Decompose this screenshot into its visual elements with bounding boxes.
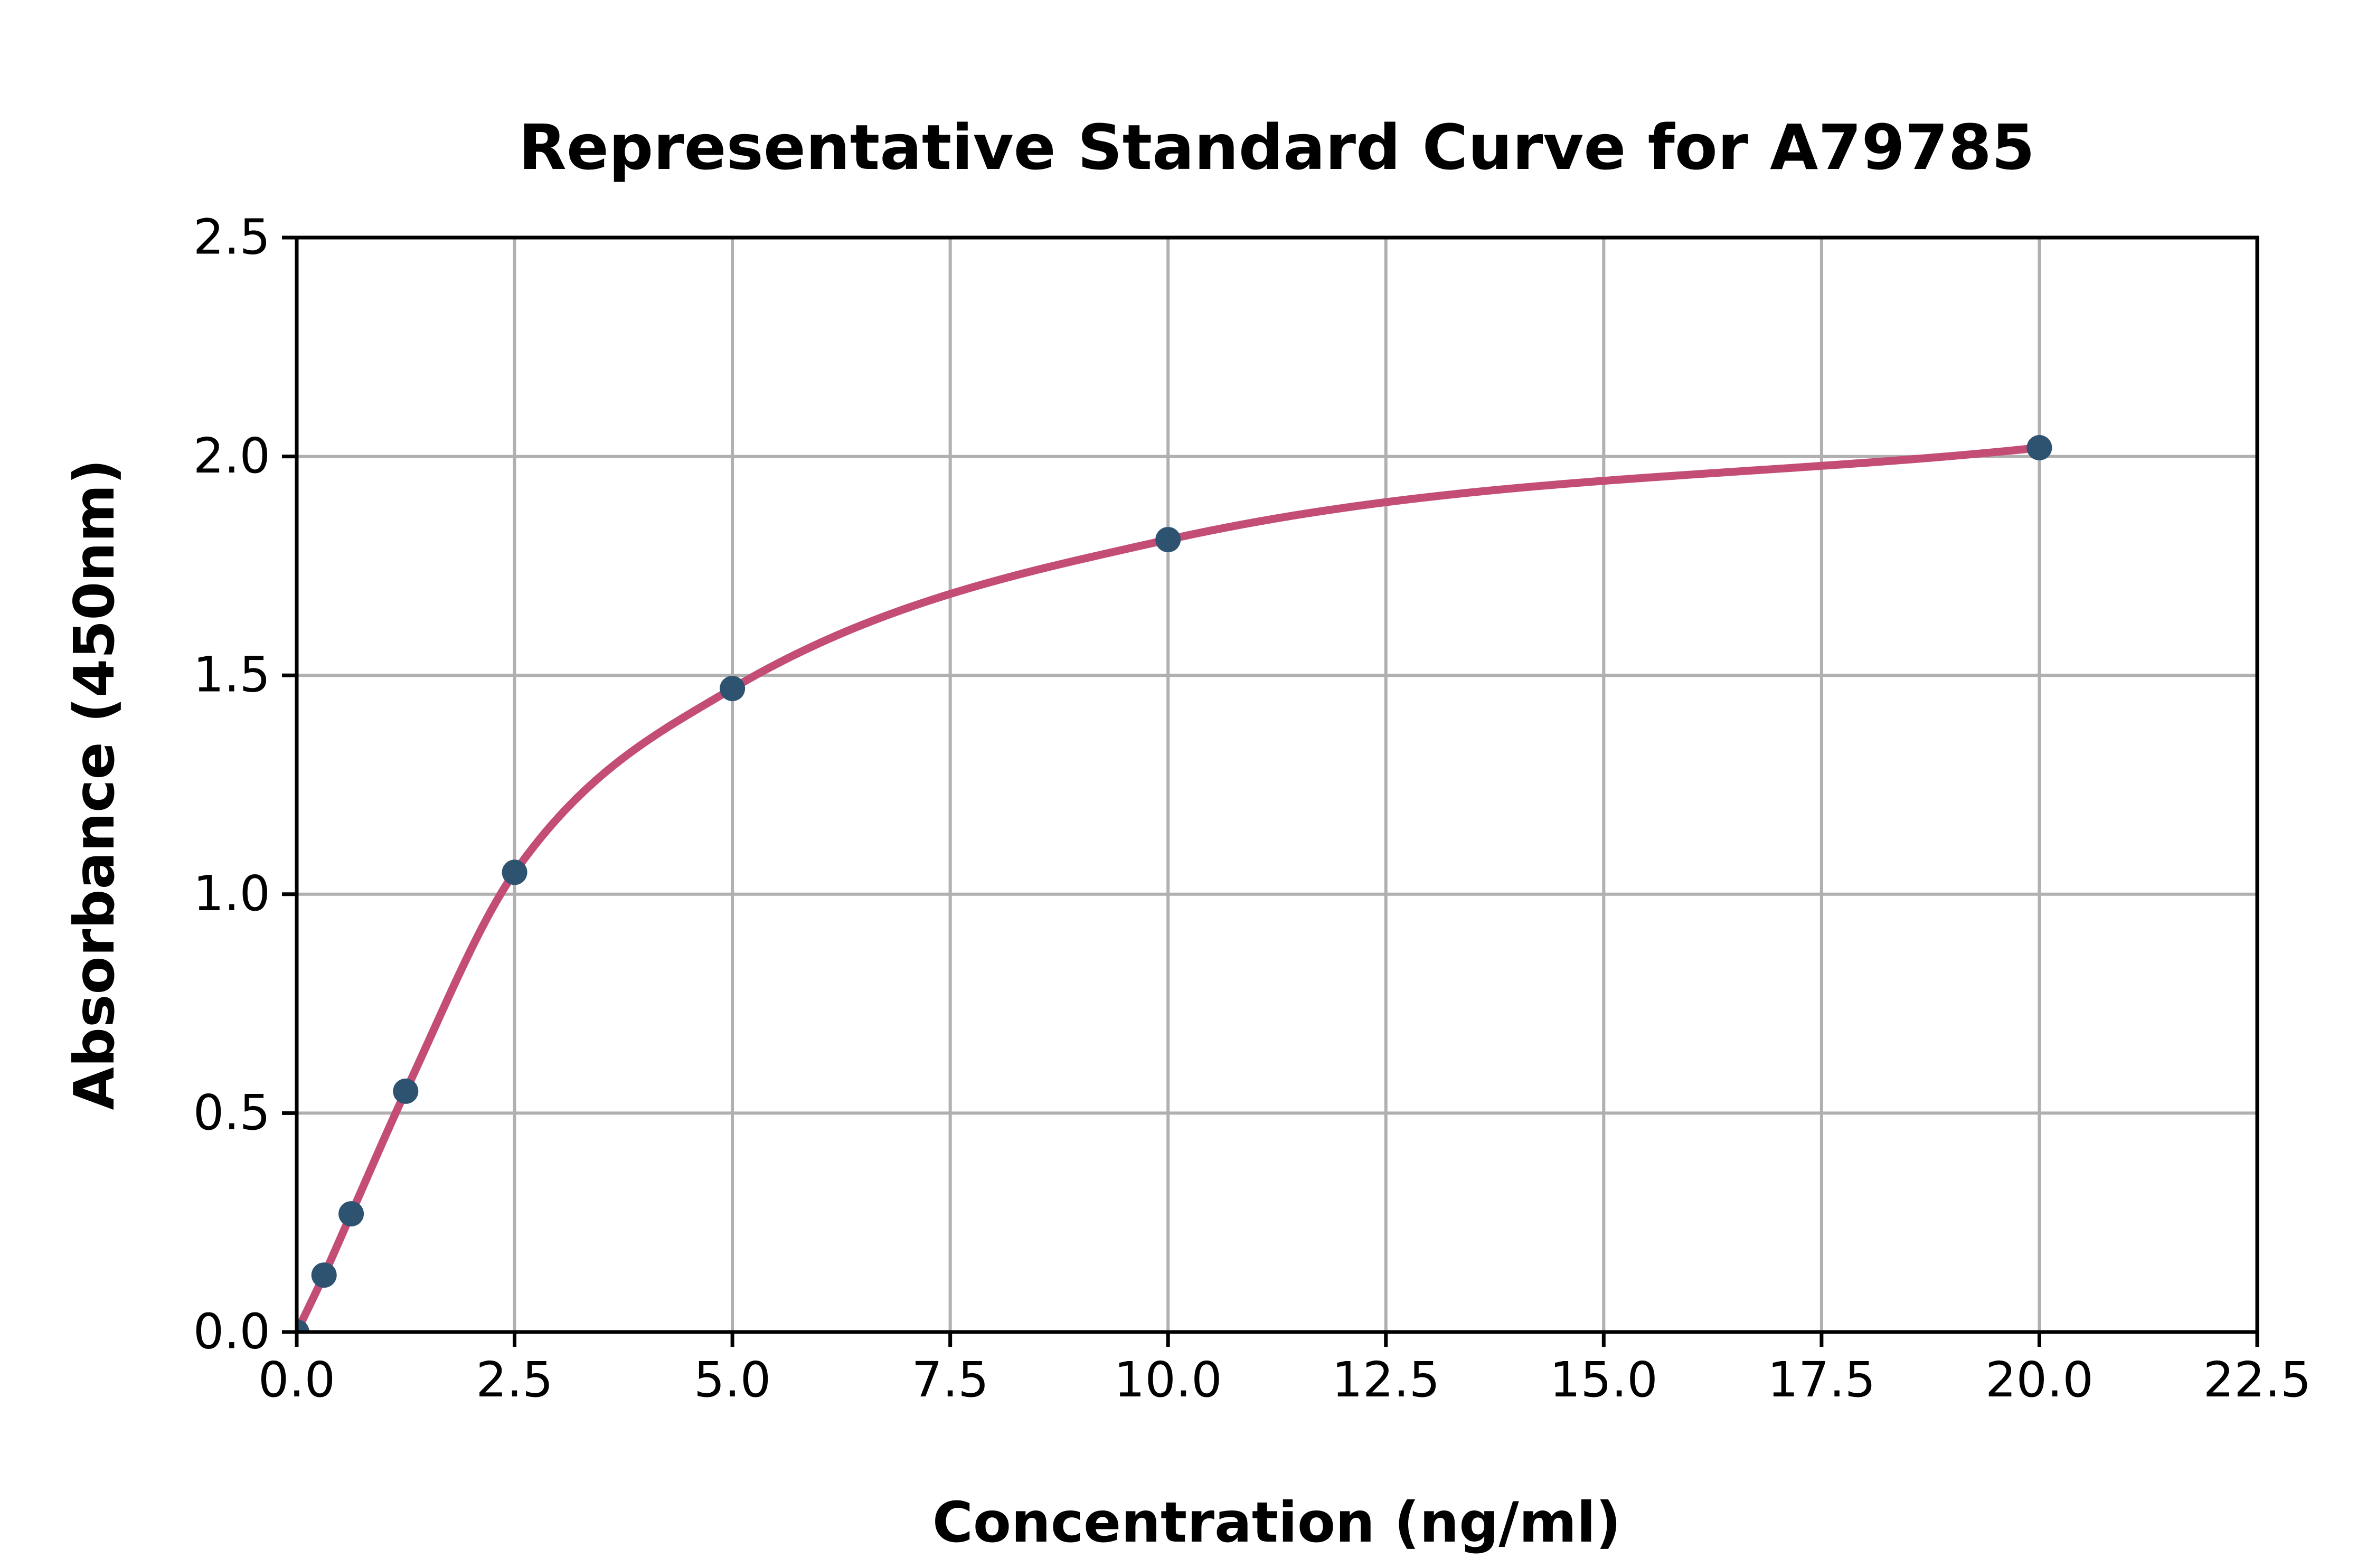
- plot-frame: [295, 235, 2259, 1334]
- data-point-marker: [297, 1319, 309, 1332]
- data-point-marker: [393, 1078, 419, 1104]
- data-point-marker: [311, 1262, 337, 1288]
- x-tick-label: 10.0: [1114, 1352, 1222, 1408]
- y-axis-label: Absorbance (450nm): [62, 459, 127, 1110]
- data-point-marker: [338, 1201, 364, 1227]
- y-tick-label: 0.5: [193, 1084, 270, 1141]
- data-point-marker: [1155, 527, 1181, 553]
- y-tick-label: 2.5: [193, 209, 270, 265]
- axes-frame: [295, 235, 2259, 1334]
- tick-marks: [282, 235, 2259, 1347]
- y-tick-label: 1.0: [193, 865, 270, 922]
- chart-title: Representative Standard Curve for A79785: [518, 111, 2035, 184]
- x-axis-label: Concentration (ng/ml): [932, 1490, 1621, 1555]
- x-tick-label: 22.5: [2203, 1352, 2312, 1408]
- x-tick-label: 15.0: [1550, 1352, 1658, 1408]
- x-tick-label: 12.5: [1332, 1352, 1440, 1408]
- data-point-marker: [502, 859, 527, 885]
- x-tick-label: 0.0: [258, 1352, 335, 1408]
- x-tick-label: 20.0: [1985, 1352, 2094, 1408]
- data-point-marker: [2026, 435, 2052, 460]
- tick-labels: 0.0 2.5 5.0 7.5 10.0 12.5 15.0 17.5 20.0 22.5 0.0 0…: [193, 209, 2312, 1408]
- x-tick-label: 17.5: [1767, 1352, 1875, 1408]
- y-tick-label: 0.0: [193, 1303, 270, 1359]
- y-tick-label: 2.0: [193, 428, 270, 484]
- x-tick-label: 5.0: [694, 1352, 771, 1408]
- y-tick-label: 1.5: [193, 647, 270, 703]
- x-tick-label: 7.5: [912, 1352, 989, 1408]
- x-tick-label: 2.5: [476, 1352, 553, 1408]
- data-points-layer: [297, 435, 2052, 1332]
- data-point-marker: [720, 676, 746, 702]
